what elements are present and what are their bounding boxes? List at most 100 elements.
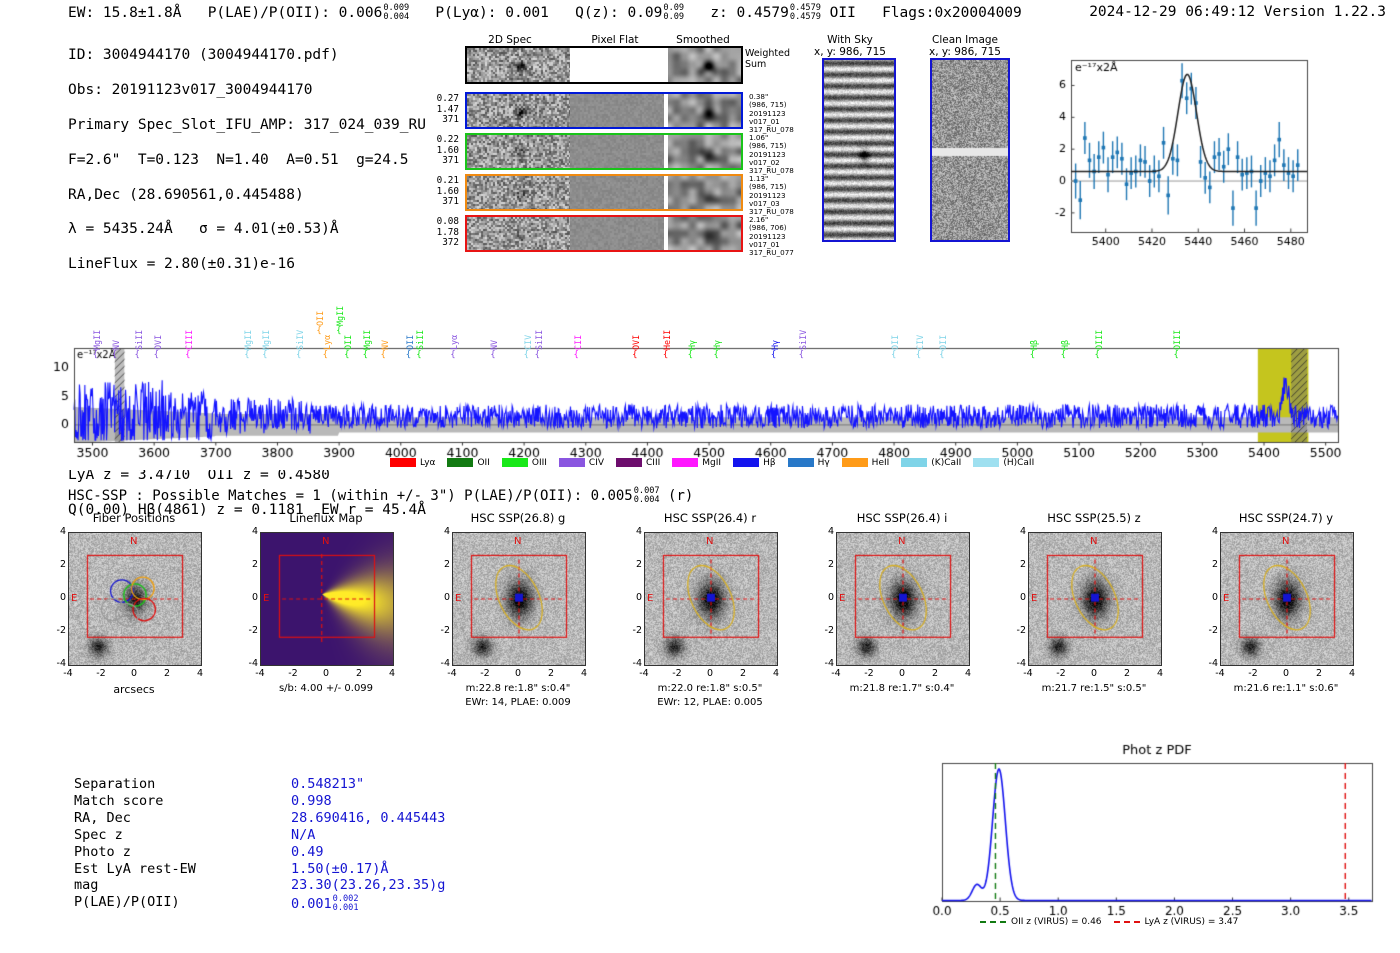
emission-line-label: SiIV: [797, 329, 808, 350]
match-value: 0.49: [291, 843, 324, 860]
cutout-ytick: 2: [827, 559, 834, 570]
emission-line-label: Hγ: [769, 339, 780, 350]
emission-line-brace: {: [534, 350, 541, 360]
legend-label: HeII: [871, 457, 890, 468]
emission-line-label: Lyα: [449, 334, 460, 350]
match-label: Spec z: [74, 826, 123, 843]
cutout-title: HSC SSP(25.5) z: [1047, 511, 1141, 525]
emission-line-brace: {: [915, 350, 922, 360]
compass-north: N: [130, 536, 138, 547]
cutout-xtick: 2: [739, 668, 747, 679]
line-fit-chart: [1035, 50, 1315, 262]
emission-line-brace: {: [523, 350, 529, 360]
legend-label: Hβ: [763, 457, 776, 468]
cutout-xtick: -4: [639, 668, 649, 679]
cutout-subtitle-1: m:22.0 re:1.8" s:0.5": [657, 683, 763, 694]
match-value: 0.001 0.002 0.001: [291, 894, 359, 914]
info-seeing: F=2.6" T=0.123 N=1.40 A=0.51 g=24.5: [68, 151, 409, 168]
cutout-subtitle-2: EWr: 12, PLAE: 0.005: [657, 697, 763, 708]
emission-line-brace: {: [185, 350, 191, 360]
cutout-ytick: -2: [824, 625, 834, 636]
cutout-ytick: -2: [1208, 625, 1218, 636]
cutout-xtick: 4: [580, 668, 588, 679]
compass-north: N: [898, 536, 906, 547]
info-lineflux: LineFlux = 2.80(±0.31)e-16: [68, 256, 295, 273]
table-row: Photo z 0.49: [74, 843, 445, 860]
cutout-ytick: 4: [1211, 526, 1218, 537]
info-id: ID: 3004944170 (3004944170.pdf): [68, 47, 339, 64]
header-z-species: OII: [829, 5, 856, 21]
caption-smoothed: Smoothed: [676, 34, 730, 46]
photz-legend-label: OII z (VIRUS) = 0.46: [1011, 917, 1102, 927]
table-row: Separation 0.548213": [74, 777, 445, 792]
emission-line-brace: {: [134, 350, 140, 360]
match-label: mag: [74, 877, 99, 894]
legend-item: Lyα: [390, 458, 435, 468]
cutout-xlabel: arcsecs: [113, 683, 155, 696]
emission-line-brace: {: [322, 350, 328, 360]
cutout-subtitle-1: m:22.8 re:1.8" s:0.4": [465, 683, 571, 694]
header-qz-range: 0.09 0.09: [663, 3, 685, 22]
emission-line-label: MgII: [243, 329, 254, 350]
emission-line-brace: {: [416, 350, 422, 360]
table-row: Est LyA rest-EW 1.50(±0.17)Å: [74, 860, 445, 877]
match-label: Photo z: [74, 843, 131, 860]
photz-legend-dash: [1113, 921, 1140, 923]
emission-line-brace: {: [111, 350, 118, 360]
compass-east: E: [839, 592, 846, 604]
cutout-image: [260, 532, 394, 666]
cutout-ytick: 0: [635, 592, 642, 603]
fiber-meta-right: 1.13" (986, 715) 20191123 v017_03 317_RU…: [749, 174, 794, 217]
emission-line-label: MgII: [361, 329, 372, 350]
fiber-stats-left: 0.27 1.47 371: [436, 93, 459, 126]
emission-line-brace: {: [1029, 350, 1036, 360]
legend-swatch: [733, 458, 760, 467]
cutout-subtitle-1: m:21.7 re:1.5" s:0.5": [1041, 683, 1147, 694]
legend-item: Hγ: [787, 458, 830, 468]
cutout-ytick: -4: [248, 658, 258, 669]
cutout-xtick: -2: [96, 668, 106, 679]
emission-line-brace: {: [1173, 350, 1179, 360]
emission-line-markers: MgII{NV{SiII{OVI{CIII{MgII{MgII{SiIV{OII…: [0, 0, 1400, 360]
cutout-ytick: 4: [635, 526, 642, 537]
emission-line-brace: {: [662, 350, 669, 360]
cutout-ytick: 2: [1211, 559, 1218, 570]
cutout-ytick: -4: [440, 658, 450, 669]
cutout-ytick: 4: [251, 526, 258, 537]
fiber-meta-right: 0.38" (986, 715) 20191123 v017_01 317_RU…: [749, 92, 794, 135]
cutout-ytick: 2: [59, 559, 66, 570]
match-value: 0.998: [291, 792, 332, 809]
emission-line-label: Hγ: [712, 339, 723, 350]
cutout-ytick: -4: [56, 658, 66, 669]
legend-item: Hβ: [733, 458, 776, 468]
full-spectrum-chart: [40, 290, 1360, 470]
emission-line-brace: {: [405, 350, 412, 360]
compass-east: E: [647, 592, 654, 604]
cutout-xtick: 0: [514, 668, 522, 679]
cutout-title: HSC SSP(24.7) y: [1238, 511, 1334, 525]
cutout-xtick: -4: [255, 668, 265, 679]
cutout-image: [1220, 532, 1354, 666]
emission-line-label: CII: [572, 334, 583, 350]
legend-item: OII: [447, 458, 490, 468]
cutout-image: [68, 532, 202, 666]
table-row: RA, Dec 28.690416, 0.445443: [74, 809, 445, 826]
emission-line-brace: {: [262, 350, 268, 360]
emission-line-label: OII: [890, 334, 901, 350]
table-row: Spec z N/A: [74, 826, 445, 843]
match-label: Est LyA rest-EW: [74, 860, 196, 877]
emission-line-label: CIV: [914, 334, 925, 350]
compass-north: N: [514, 536, 522, 547]
cutout-xtick: 2: [355, 668, 363, 679]
cutout-xtick: 4: [1348, 668, 1356, 679]
emission-line-label: OVI: [631, 334, 642, 350]
cutout-image: [644, 532, 778, 666]
cutout-ytick: -4: [1016, 658, 1026, 669]
header-plae: P(LAE)/P(OII): 0.006: [207, 5, 383, 21]
emission-line-brace: {: [336, 326, 342, 336]
cutout-xtick: 2: [931, 668, 939, 679]
cutout-xtick: -4: [1023, 668, 1033, 679]
emission-line-label: SiII: [415, 329, 426, 350]
fiber-stats-left: 0.08 1.78 372: [436, 216, 459, 249]
match-label: RA, Dec: [74, 809, 131, 826]
